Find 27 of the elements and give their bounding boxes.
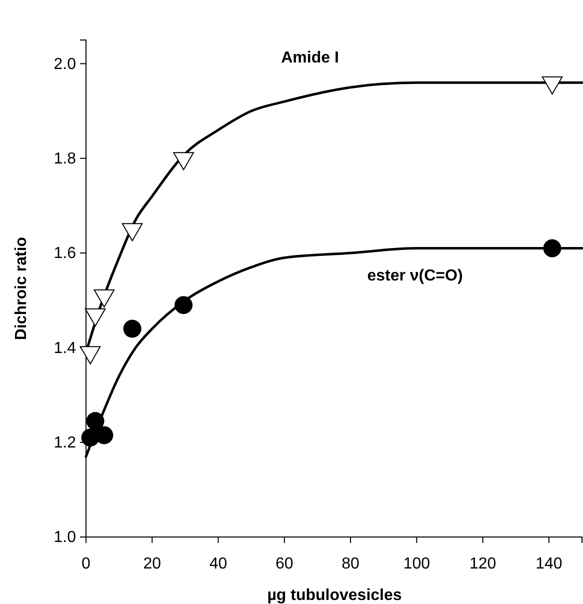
point xyxy=(122,223,143,242)
x-tick-label: 80 xyxy=(342,555,360,572)
x-tick-label: 0 xyxy=(82,555,91,572)
x-tick-label: 40 xyxy=(209,555,228,572)
annotation: ester ν(C=O) xyxy=(367,268,463,285)
point xyxy=(173,152,194,170)
x-tick-label: 140 xyxy=(536,555,562,572)
y-tick-label: 1.0 xyxy=(54,529,76,546)
y-axis-title: Dichroic ratio xyxy=(13,236,30,340)
y-tick-label: 1.8 xyxy=(54,150,76,168)
y-tick-label: 1.2 xyxy=(54,434,76,452)
x-tick-label: 100 xyxy=(403,555,430,572)
y-tick-label: 1.4 xyxy=(54,340,76,357)
y-tick-label: 1.6 xyxy=(54,245,76,262)
point xyxy=(174,296,193,314)
x-axis-title: µg tubulovesicles xyxy=(267,587,402,604)
point xyxy=(84,308,106,326)
point xyxy=(94,289,115,308)
point xyxy=(123,320,142,338)
point xyxy=(86,412,104,430)
x-tick-label: 120 xyxy=(469,555,496,572)
point xyxy=(542,76,563,95)
x-tick-label: 60 xyxy=(276,555,294,572)
point xyxy=(95,426,114,444)
y-tick-label: 2.0 xyxy=(54,56,76,73)
annotation: Amide I xyxy=(281,50,339,67)
x-tick-label: 20 xyxy=(143,555,162,572)
